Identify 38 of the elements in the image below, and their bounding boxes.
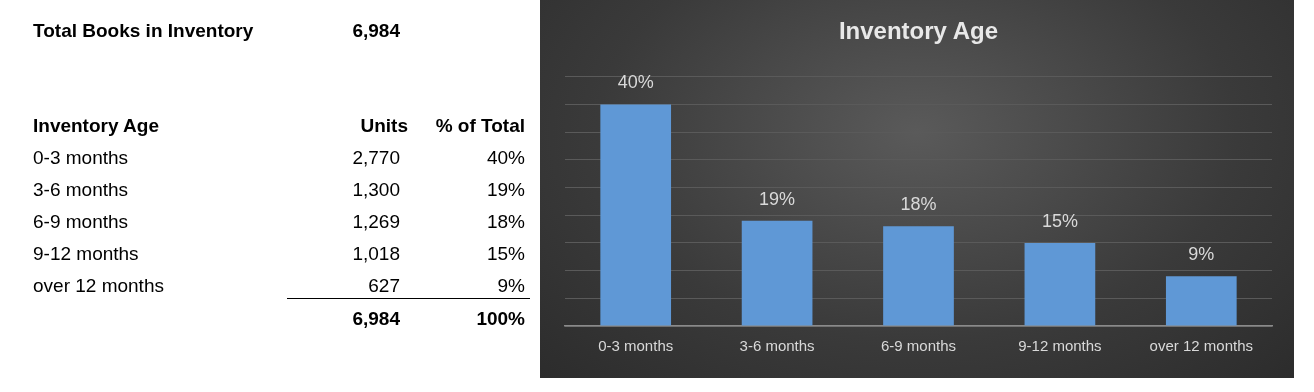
x-tick-label: 3-6 months <box>739 337 815 355</box>
x-tick-label: over 12 months <box>1149 337 1253 355</box>
category-label: 3-6 months <box>33 179 130 201</box>
x-tick-label: 0-3 months <box>598 337 674 355</box>
data-label: 40% <box>617 72 654 93</box>
bar <box>1024 242 1096 326</box>
chart-title: Inventory Age <box>838 17 999 45</box>
data-label: 15% <box>1041 210 1078 231</box>
bar <box>600 104 672 326</box>
category-label: 0-3 months <box>33 147 130 169</box>
text: % of Total <box>434 115 525 137</box>
data-label: 19% <box>759 188 796 209</box>
data-label: 1,018 <box>351 243 400 265</box>
data-label: 15% <box>485 243 525 265</box>
text: 6,984 <box>351 308 400 330</box>
text: 100% <box>476 308 525 329</box>
text: Total Books in Inventory <box>33 20 255 42</box>
data-label: 1,300 <box>351 179 400 201</box>
data-label: 18% <box>900 194 937 215</box>
bar <box>741 220 813 326</box>
data-label: 627 <box>367 275 400 297</box>
category-label: 9-12 months <box>33 243 140 265</box>
x-tick-label: 9-12 months <box>1018 337 1102 355</box>
text: Inventory Age <box>33 115 160 137</box>
data-label: 18% <box>485 211 525 233</box>
category-label: over 12 months <box>33 275 165 297</box>
data-label: 2,770 <box>351 147 400 169</box>
data-label: 9% <box>1188 244 1215 265</box>
category-label: 6-9 months <box>33 211 130 233</box>
data-label: 9% <box>496 275 525 297</box>
bar <box>883 226 954 326</box>
data-label: 40% <box>485 147 525 169</box>
data-label: 19% <box>485 179 525 201</box>
data-label: 1,269 <box>351 211 400 233</box>
text: Units <box>359 115 408 137</box>
x-tick-label: 6-9 months <box>880 337 957 355</box>
text: 6,984 <box>352 20 400 41</box>
bar <box>1165 276 1237 326</box>
